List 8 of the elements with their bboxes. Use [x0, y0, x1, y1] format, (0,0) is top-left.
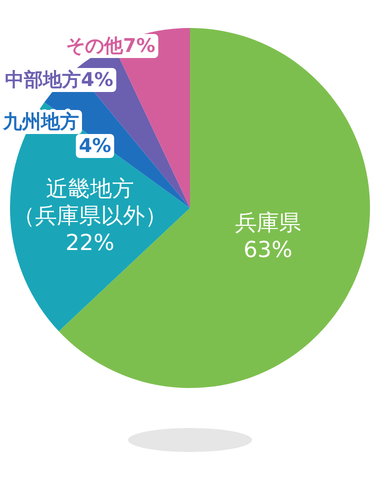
- data-label: 63%: [244, 238, 292, 263]
- slice-label: 近畿地方（兵庫県以外）: [13, 177, 167, 229]
- data-label: 4%: [78, 135, 112, 157]
- slice-label: その他7%: [66, 35, 156, 57]
- slice-label: 九州地方: [2, 111, 79, 133]
- data-label: 22%: [66, 231, 114, 256]
- slice-label: 中部地方4%: [5, 69, 114, 91]
- slice-label: 兵庫県: [235, 211, 301, 236]
